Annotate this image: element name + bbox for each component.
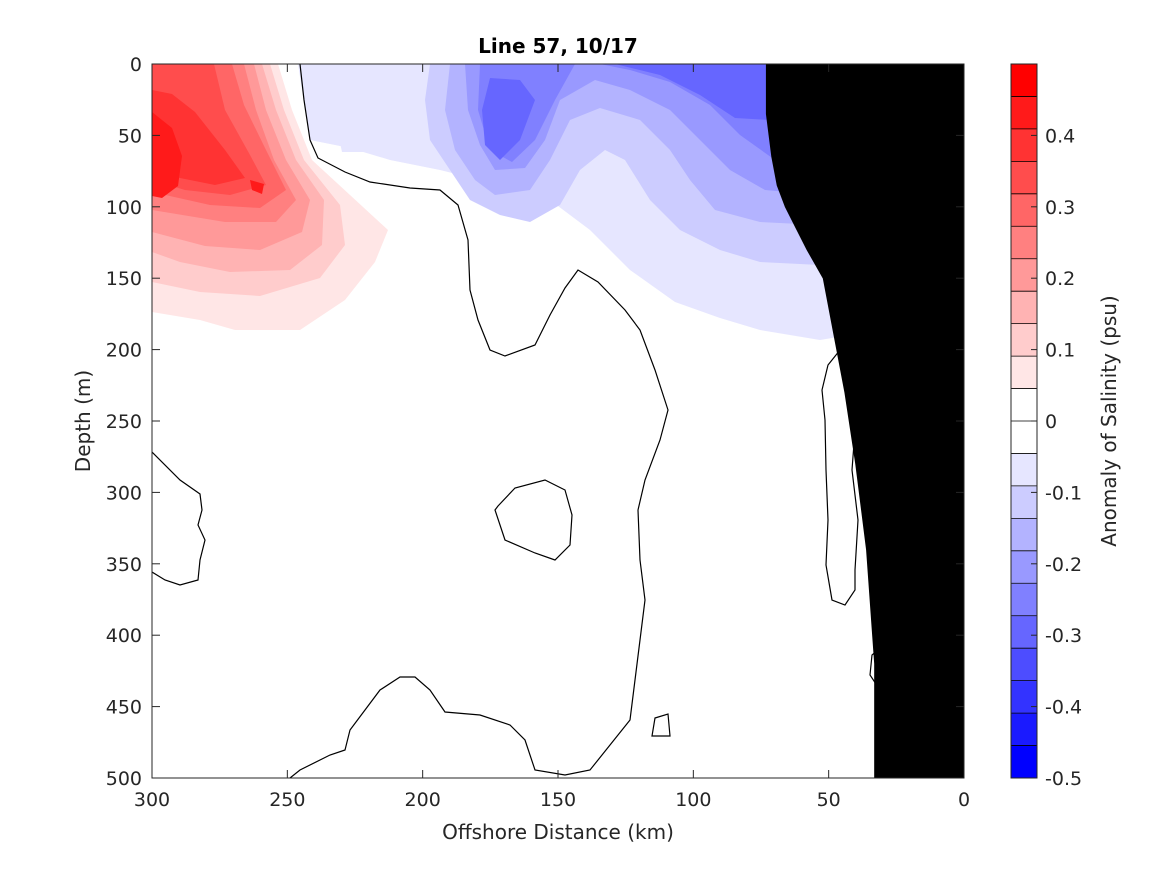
x-tick-label: 50 <box>817 789 841 811</box>
colorbar-tick-label: 0.1 <box>1045 340 1075 362</box>
colorbar-band <box>1011 258 1037 292</box>
y-tick-label: 0 <box>130 54 142 76</box>
y-tick-label: 400 <box>106 625 142 647</box>
colorbar-label: Anomaly of Salinity (psu) <box>1097 295 1121 546</box>
colorbar-tick-label: 0 <box>1045 411 1057 433</box>
colorbar-band <box>1011 453 1037 487</box>
colorbar-band <box>1011 485 1037 519</box>
colorbar-band <box>1011 648 1037 682</box>
x-tick-label: 250 <box>269 789 305 811</box>
x-axis: 300 250 200 150 100 50 0 <box>134 64 970 811</box>
colorbar-band <box>1011 161 1037 195</box>
colorbar-ticks: 0.4 0.3 0.2 0.1 0 -0.1 -0.2 -0.3 -0.4 -0.5 <box>1031 125 1082 790</box>
colorbar-band <box>1011 745 1037 779</box>
colorbar-tick-label: 0.4 <box>1045 125 1075 147</box>
y-tick-label: 200 <box>106 340 142 362</box>
y-axis-label: Depth (m) <box>71 370 95 472</box>
colorbar-band <box>1011 583 1037 617</box>
colorbar-tick-label: 0.2 <box>1045 268 1075 290</box>
colorbar-band <box>1011 421 1037 454</box>
x-tick-label: 150 <box>540 789 576 811</box>
colorbar-band <box>1011 713 1037 747</box>
y-axis: 0 50 100 150 200 250 300 350 400 450 500 <box>106 54 964 790</box>
x-axis-label: Offshore Distance (km) <box>442 820 674 844</box>
colorbar-band <box>1011 550 1037 584</box>
x-tick-label: 0 <box>958 789 970 811</box>
colorbar-tick-label: -0.1 <box>1045 482 1082 504</box>
y-tick-label: 350 <box>106 554 142 576</box>
colorbar-band <box>1011 291 1037 325</box>
positive-anomaly-region <box>152 64 388 330</box>
colorbar-tick-label: -0.4 <box>1045 697 1082 719</box>
colorbar-band <box>1011 615 1037 649</box>
y-tick-label: 50 <box>118 125 142 147</box>
y-tick-label: 250 <box>106 411 142 433</box>
x-tick-label: 200 <box>405 789 441 811</box>
colorbar-band <box>1011 128 1037 162</box>
colorbar-band <box>1011 356 1037 390</box>
colorbar-tick-label: -0.3 <box>1045 625 1082 647</box>
colorbar-tick-label: -0.5 <box>1045 768 1082 790</box>
colorbar-band <box>1011 323 1037 357</box>
x-tick-label: 300 <box>134 789 170 811</box>
y-tick-label: 100 <box>106 197 142 219</box>
chart-title: Line 57, 10/17 <box>478 34 638 58</box>
colorbar-band <box>1011 64 1037 97</box>
colorbar-band <box>1011 193 1037 227</box>
y-tick-label: 150 <box>106 268 142 290</box>
colorbar-band <box>1011 96 1037 130</box>
colorbar-band <box>1011 226 1037 260</box>
colorbar-band <box>1011 680 1037 714</box>
y-tick-label: 450 <box>106 697 142 719</box>
y-tick-label: 500 <box>106 768 142 790</box>
colorbar <box>1010 63 1038 779</box>
colorbar-band <box>1011 518 1037 552</box>
y-tick-label: 300 <box>106 482 142 504</box>
colorbar-tick-label: 0.3 <box>1045 197 1075 219</box>
colorbar-band <box>1011 388 1037 422</box>
bathymetry-bottom <box>765 64 964 778</box>
x-tick-label: 100 <box>675 789 711 811</box>
colorbar-tick-label: -0.2 <box>1045 554 1082 576</box>
